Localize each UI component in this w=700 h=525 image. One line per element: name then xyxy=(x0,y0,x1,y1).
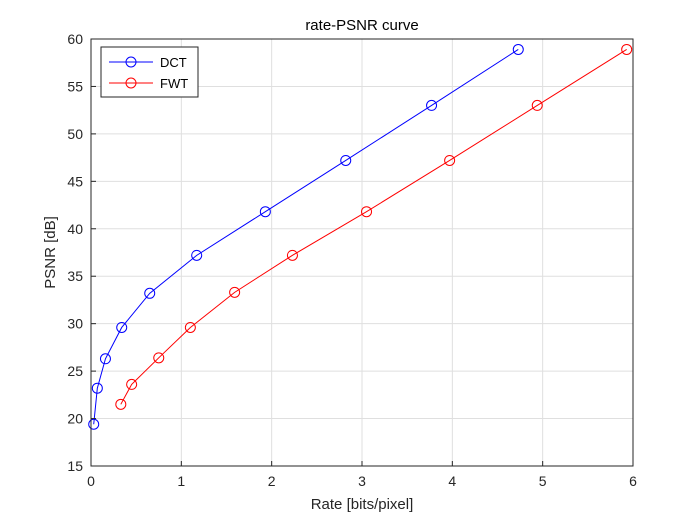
series-line-fwt xyxy=(120,49,627,405)
legend-box xyxy=(100,46,199,98)
legend-label: DCT xyxy=(160,55,187,70)
data-point-fwt xyxy=(286,249,298,261)
x-tick-label: 2 xyxy=(268,473,276,489)
x-axis-label: Rate [bits/pixel] xyxy=(311,496,414,513)
y-tick-label: 60 xyxy=(67,31,83,47)
data-point-fwt xyxy=(126,378,138,390)
data-point-dct xyxy=(88,418,100,430)
series-dct xyxy=(88,43,524,430)
data-point-dct xyxy=(116,321,128,333)
y-tick-label: 15 xyxy=(67,458,83,474)
y-tick-label: 50 xyxy=(67,126,83,142)
data-point-fwt xyxy=(229,286,241,298)
y-axis-label: PSNR [dB] xyxy=(42,216,59,289)
data-point-dct xyxy=(259,206,271,218)
data-point-fwt xyxy=(361,206,373,218)
legend-label: FWT xyxy=(160,76,188,91)
y-tick-label: 20 xyxy=(67,411,83,427)
data-point-fwt xyxy=(531,99,543,111)
x-tick-label: 4 xyxy=(448,473,456,489)
x-tick-label: 0 xyxy=(87,473,95,489)
data-point-fwt xyxy=(184,321,196,333)
y-tick-label: 45 xyxy=(67,173,83,189)
x-tick-label: 5 xyxy=(539,473,547,489)
y-tick-label: 30 xyxy=(67,316,83,332)
x-tick-label: 3 xyxy=(358,473,366,489)
data-point-fwt xyxy=(153,352,165,364)
legend-item-dct: DCT xyxy=(109,55,187,70)
y-tick-label: 25 xyxy=(67,363,83,379)
series-layer xyxy=(88,43,633,430)
series-line-dct xyxy=(93,49,519,425)
legend: DCT FWT xyxy=(100,46,199,98)
data-point-fwt xyxy=(621,43,633,55)
x-tick-label: 6 xyxy=(629,473,637,489)
data-point-fwt xyxy=(115,398,127,410)
chart-title: rate-PSNR curve xyxy=(305,17,418,34)
legend-marker xyxy=(125,77,137,89)
data-point-fwt xyxy=(444,154,456,166)
data-point-dct xyxy=(191,249,203,261)
y-tick-label: 40 xyxy=(67,221,83,237)
y-tick-label: 55 xyxy=(67,78,83,94)
data-point-dct xyxy=(99,353,111,365)
data-point-dct xyxy=(91,382,103,394)
data-point-dct xyxy=(426,99,438,111)
data-point-dct xyxy=(340,154,352,166)
y-tick-label: 35 xyxy=(67,268,83,284)
legend-item-fwt: FWT xyxy=(109,76,188,91)
data-point-dct xyxy=(144,287,156,299)
legend-marker xyxy=(125,56,137,68)
series-fwt xyxy=(115,43,633,410)
data-point-dct xyxy=(512,43,524,55)
x-tick-label: 1 xyxy=(177,473,185,489)
